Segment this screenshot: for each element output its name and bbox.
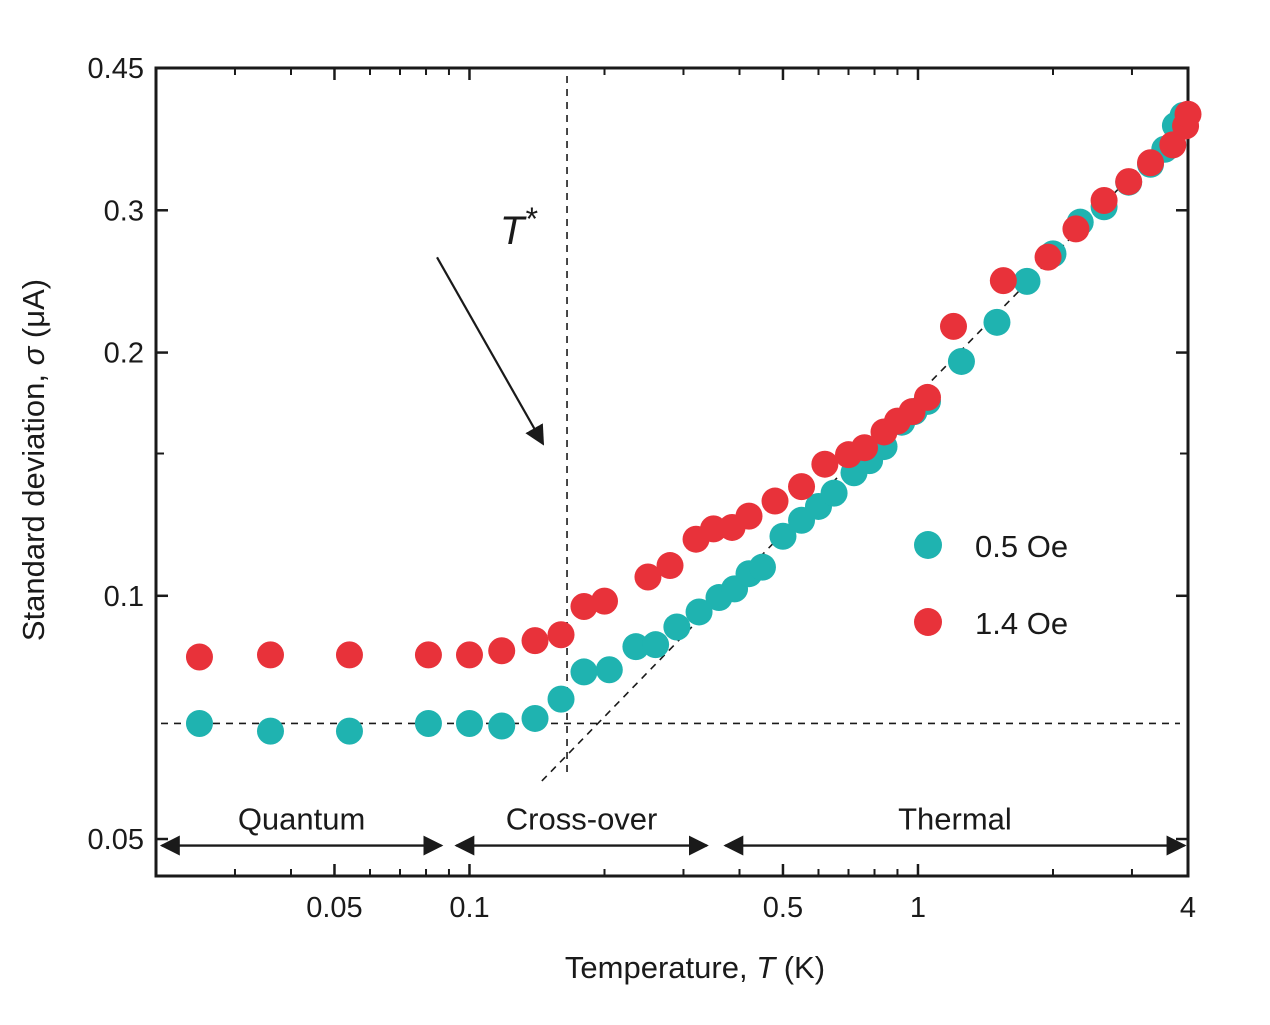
data-point [256,717,284,745]
reference-lines [161,76,1180,782]
data-point [851,434,879,462]
data-point [735,502,763,530]
data-point [622,633,650,661]
data-point [488,712,516,740]
y-tick-label: 0.1 [104,581,144,613]
data-point [256,641,284,669]
region-arrows: Quantum Cross-over Thermal [159,802,1187,856]
data-point [570,658,598,686]
y-axis-title-prefix: Standard deviation, [16,365,51,641]
data-point [656,552,684,580]
region-label: Quantum [238,802,366,837]
y-axis-title: Standard deviation, σ (μA) [16,279,51,641]
data-point [913,383,941,411]
data-point [547,621,575,649]
data-point [595,656,623,684]
x-axis-title-prefix: Temperature, [565,950,756,985]
data-point [521,704,549,732]
x-tick-label: 0.1 [449,892,489,924]
y-axis-title-suffix: (μA) [16,279,51,347]
data-point [590,587,618,615]
data-point [811,450,839,478]
data-point [685,598,713,626]
data-point [788,473,816,501]
data-point [335,717,363,745]
legend-label: 1.4 Oe [975,606,1068,641]
data-point [335,641,363,669]
data-point [570,592,598,620]
legend-marker [914,531,942,559]
data-point [820,479,848,507]
annotations: T* [436,201,545,446]
x-axis-title: Temperature, T (K) [565,950,825,985]
data-points [185,100,1202,745]
data-point [663,613,691,641]
data-point [983,308,1011,336]
axis-ticks: 0.05 0.1 0.5 1 4 0.05 0.1 0.2 0.3 0.45 [88,53,1197,924]
data-point [939,312,967,340]
data-point [414,709,442,737]
data-point [1159,131,1187,159]
y-tick-label: 0.3 [104,195,144,227]
data-point [455,709,483,737]
y-tick-label: 0.2 [104,338,144,370]
data-point [414,641,442,669]
data-point [455,641,483,669]
y-axis-title-var: σ [16,345,51,365]
data-point [1013,267,1041,295]
legend-marker [914,608,942,636]
x-axis-title-suffix: (K) [775,950,825,985]
x-tick-label: 0.05 [306,892,362,924]
series-red [185,100,1202,671]
x-tick-label: 4 [1180,892,1196,924]
region-label: Cross-over [506,802,658,837]
data-point [521,627,549,655]
region-label: Thermal [898,802,1012,837]
plot-frame [154,66,1190,878]
y-tick-label: 0.45 [88,53,144,85]
data-point [1115,168,1143,196]
data-point [989,267,1017,295]
tstar-label: T* [500,201,538,253]
series-teal [185,102,1197,745]
data-point [642,631,670,659]
x-tick-label: 1 [910,892,926,924]
data-point [1174,100,1202,128]
data-point [761,487,789,515]
legend-label: 0.5 Oe [975,529,1068,564]
data-point [1090,186,1118,214]
data-point [947,347,975,375]
x-tick-label: 0.5 [763,892,803,924]
data-point [547,685,575,713]
data-point [488,637,516,665]
data-point [634,563,662,591]
tstar-base: T [500,209,527,253]
y-tick-label: 0.05 [88,824,144,856]
tstar-arrow [436,256,545,446]
x-axis-title-var: T [756,950,777,985]
data-point [1062,215,1090,243]
data-point [185,643,213,671]
tstar-sup: * [524,201,538,237]
data-point [748,553,776,581]
legend: 0.5 Oe 1.4 Oe [914,529,1068,641]
data-point [1034,243,1062,271]
data-point [769,522,797,550]
data-point [1137,149,1165,177]
data-point [185,709,213,737]
